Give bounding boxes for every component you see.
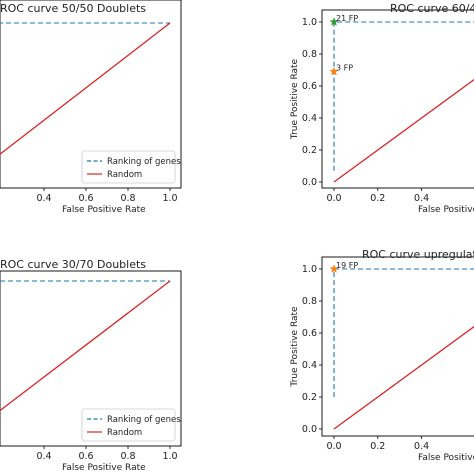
- fp-label: 19 FP: [336, 261, 358, 270]
- y-tick-label: 0.6: [302, 328, 317, 339]
- fp-label: 3 FP: [336, 64, 353, 73]
- x-tick-label: 0.8: [120, 451, 135, 462]
- legend-label: Random: [107, 170, 142, 180]
- plot-area: [0, 280, 171, 412]
- y-axis-label: True Positive Rate: [290, 58, 300, 140]
- x-tick-label: 0.4: [36, 451, 51, 462]
- legend-label: Ranking of genes: [107, 415, 181, 425]
- fp-marker: [329, 17, 339, 26]
- x-axis-label: False Positive Rate: [418, 453, 474, 463]
- y-tick-label: 0.8: [302, 49, 317, 60]
- roc-panel-3: 0.4 0.6 0.8 1.0 False Positive Rate ROC curve…: [0, 258, 182, 473]
- plot-frame: [0, 0, 182, 189]
- x-tick-label: 0.0: [326, 193, 341, 204]
- roc-panel-2: 21 FP 3 FP 0.0 0.2 0.4 0.0 0.2 0.4 0.6 0.8 1.0 Fals…: [290, 2, 474, 215]
- ranking-of-genes-line: [333, 21, 474, 171]
- plot-frame: [0, 270, 182, 447]
- x-tick-label: 0.4: [414, 193, 429, 204]
- y-axis-label: True Positive Rate: [290, 306, 300, 388]
- plot-frame: [321, 9, 474, 189]
- roc-panel-4: 19 FP 0.0 0.2 0.4 0.0 0.2 0.4 0.6 0.8 1.0 False Po…: [290, 248, 474, 463]
- y-tick-label: 0.2: [302, 392, 317, 403]
- y-tick-label: 0.6: [302, 81, 317, 92]
- x-tick-label: 0.4: [414, 441, 429, 452]
- x-tick-label: 0.6: [78, 193, 93, 204]
- legend-box: [81, 150, 176, 184]
- legend-label: Random: [107, 428, 142, 438]
- y-tick-label: 0.2: [302, 145, 317, 156]
- fp-label: 21 FP: [336, 14, 358, 23]
- legend-label: Ranking of genes: [107, 157, 181, 167]
- chart-title: ROC curve 60/40: [390, 2, 474, 15]
- plot-area: [333, 268, 474, 430]
- chart-title: ROC curve upregulated: [362, 248, 474, 261]
- plot-area: [333, 21, 474, 183]
- legend: Ranking of genes Random: [81, 408, 181, 442]
- random-line: [0, 280, 171, 412]
- x-axis-label: False Positive Rate: [62, 463, 146, 473]
- y-tick-label: 0.0: [302, 177, 317, 188]
- x-tick-label: 0.6: [78, 451, 93, 462]
- y-tick-label: 0.8: [302, 296, 317, 307]
- random-line: [333, 325, 474, 430]
- fp-marker: [329, 66, 339, 76]
- x-tick-label: 0.2: [370, 193, 385, 204]
- random-line: [333, 78, 474, 183]
- x-tick-label: 0.0: [326, 441, 341, 452]
- y-tick-label: 1.0: [302, 17, 317, 28]
- random-line: [0, 22, 171, 155]
- plot-area: [0, 22, 171, 155]
- plot-frame: [321, 256, 474, 437]
- roc-panel-1: 0.4 0.6 0.8 1.0 False Positive Rate ROC curve…: [0, 0, 182, 215]
- legend: Ranking of genes Random: [81, 150, 181, 184]
- chart-title: ROC curve 50/50 Doublets: [0, 2, 146, 15]
- fp-marker: [329, 264, 339, 273]
- legend-box: [81, 408, 176, 442]
- y-tick-label: 0.4: [302, 360, 317, 371]
- y-tick-label: 0.0: [302, 424, 317, 435]
- chart-title: ROC curve 30/70 Doublets: [0, 258, 146, 271]
- y-tick-label: 0.4: [302, 113, 317, 124]
- x-tick-label: 1.0: [162, 451, 177, 462]
- x-tick-label: 0.4: [36, 193, 51, 204]
- x-tick-label: 1.0: [162, 193, 177, 204]
- x-axis-label: False Positive Rate: [418, 205, 474, 215]
- x-tick-label: 0.2: [370, 441, 385, 452]
- ranking-of-genes-line: [0, 280, 170, 282]
- x-axis-label: False Positive Rate: [62, 205, 146, 215]
- y-tick-label: 1.0: [302, 264, 317, 275]
- x-tick-label: 0.8: [120, 193, 135, 204]
